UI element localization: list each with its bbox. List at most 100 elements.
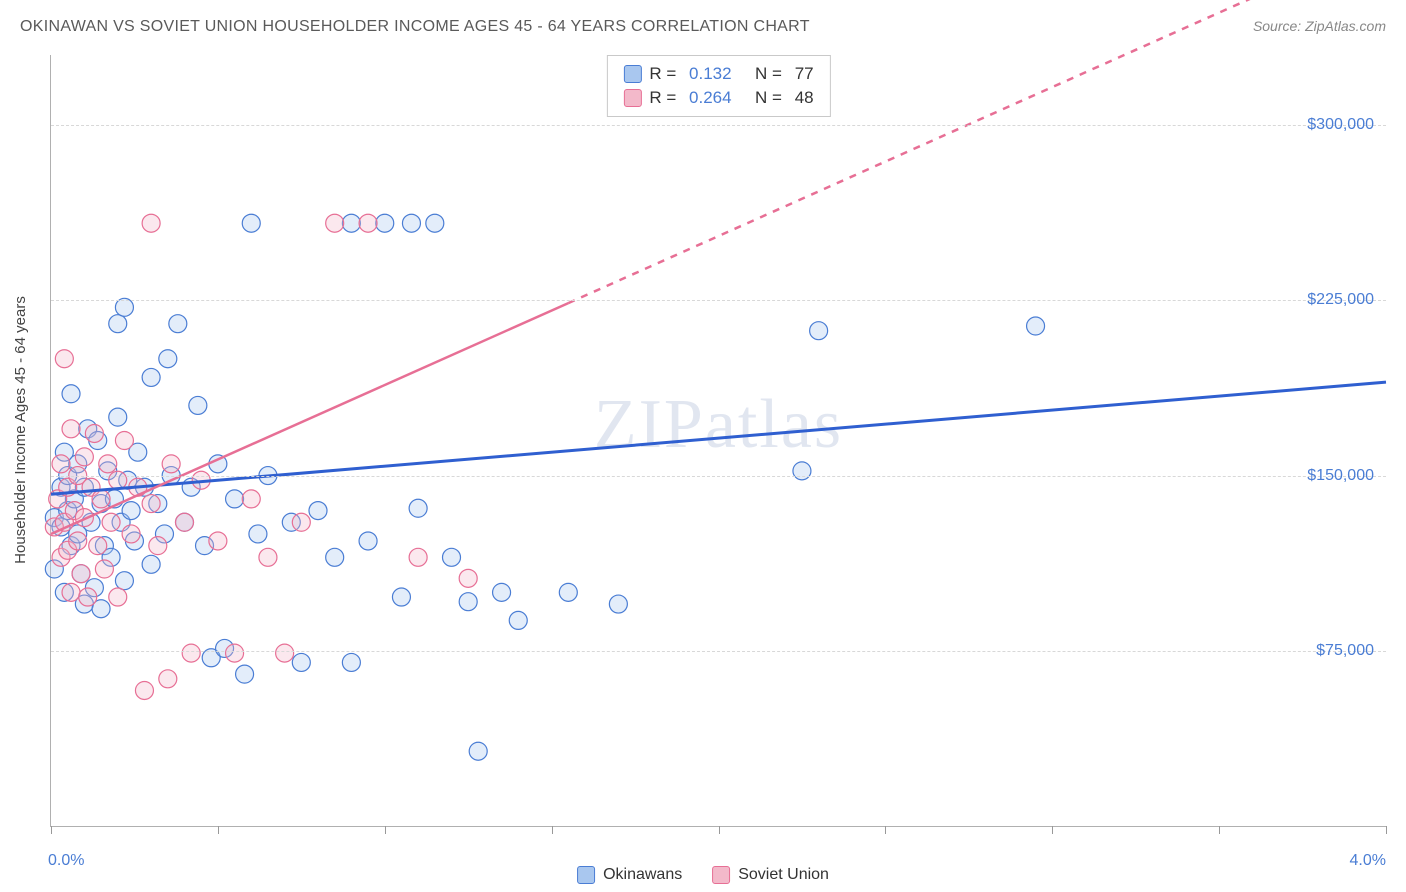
data-point — [209, 532, 227, 550]
data-point — [62, 583, 80, 601]
data-point — [122, 502, 140, 520]
chart-title: OKINAWAN VS SOVIET UNION HOUSEHOLDER INC… — [20, 18, 810, 36]
data-point — [426, 214, 444, 232]
data-point — [509, 611, 527, 629]
data-point — [326, 214, 344, 232]
y-tick-label: $300,000 — [1307, 116, 1374, 134]
gridline — [51, 300, 1386, 301]
y-tick-label: $225,000 — [1307, 291, 1374, 309]
legend-item: Okinawans — [577, 866, 682, 884]
data-point — [459, 569, 477, 587]
data-point — [142, 555, 160, 573]
data-point — [226, 644, 244, 662]
series-legend: Okinawans Soviet Union — [577, 866, 829, 884]
data-point — [142, 214, 160, 232]
x-tick — [1052, 826, 1053, 834]
data-point — [79, 588, 97, 606]
data-point — [469, 742, 487, 760]
data-point — [85, 424, 103, 442]
y-tick-label: $75,000 — [1316, 642, 1374, 660]
data-point — [359, 532, 377, 550]
legend-item: Soviet Union — [712, 866, 829, 884]
data-point — [409, 548, 427, 566]
data-point — [609, 595, 627, 613]
scatter-svg — [51, 55, 1386, 826]
stat-n-value: 48 — [795, 88, 814, 108]
legend-label: Soviet Union — [738, 866, 829, 884]
x-tick — [385, 826, 386, 834]
x-axis-min-label: 0.0% — [48, 852, 84, 870]
stat-n-value: 77 — [795, 64, 814, 84]
data-point — [55, 350, 73, 368]
gridline — [51, 651, 1386, 652]
data-point — [359, 214, 377, 232]
x-tick — [552, 826, 553, 834]
data-point — [242, 214, 260, 232]
data-point — [182, 644, 200, 662]
data-point — [292, 513, 310, 531]
data-point — [376, 214, 394, 232]
legend-swatch — [623, 65, 641, 83]
data-point — [142, 368, 160, 386]
data-point — [109, 408, 127, 426]
data-point — [92, 490, 110, 508]
stat-n-label: N = — [746, 64, 787, 84]
trend-line — [568, 0, 1386, 303]
chart-source: Source: ZipAtlas.com — [1253, 18, 1386, 34]
gridline — [51, 125, 1386, 126]
data-point — [242, 490, 260, 508]
stat-r-label: R = — [649, 88, 681, 108]
data-point — [309, 502, 327, 520]
legend-swatch — [623, 89, 641, 107]
data-point — [162, 455, 180, 473]
data-point — [62, 385, 80, 403]
data-point — [226, 490, 244, 508]
x-axis-max-label: 4.0% — [1350, 852, 1386, 870]
stat-r-value: 0.132 — [689, 64, 732, 84]
data-point — [459, 593, 477, 611]
data-point — [89, 537, 107, 555]
x-tick — [1386, 826, 1387, 834]
data-point — [176, 513, 194, 531]
trend-line — [51, 303, 568, 534]
data-point — [292, 653, 310, 671]
x-tick — [885, 826, 886, 834]
data-point — [342, 214, 360, 232]
data-point — [109, 588, 127, 606]
data-point — [109, 471, 127, 489]
stat-r-value: 0.264 — [689, 88, 732, 108]
data-point — [135, 681, 153, 699]
legend-label: Okinawans — [603, 866, 682, 884]
data-point — [342, 653, 360, 671]
data-point — [122, 525, 140, 543]
data-point — [149, 537, 167, 555]
stat-n-label: N = — [746, 88, 787, 108]
y-axis-title: Householder Income Ages 45 - 64 years — [12, 296, 29, 564]
x-tick — [218, 826, 219, 834]
data-point — [62, 420, 80, 438]
stats-legend: R = 0.132 N = 77R = 0.264 N = 48 — [606, 55, 830, 117]
data-point — [75, 448, 93, 466]
data-point — [72, 565, 90, 583]
trend-line — [51, 382, 1386, 494]
legend-swatch — [577, 866, 595, 884]
data-point — [169, 315, 187, 333]
data-point — [52, 455, 70, 473]
data-point — [443, 548, 461, 566]
data-point — [493, 583, 511, 601]
data-point — [392, 588, 410, 606]
data-point — [402, 214, 420, 232]
data-point — [102, 513, 120, 531]
data-point — [559, 583, 577, 601]
x-tick — [51, 826, 52, 834]
data-point — [409, 499, 427, 517]
data-point — [99, 455, 117, 473]
data-point — [249, 525, 267, 543]
data-point — [159, 350, 177, 368]
data-point — [115, 572, 133, 590]
x-tick — [719, 826, 720, 834]
data-point — [236, 665, 254, 683]
y-tick-label: $150,000 — [1307, 467, 1374, 485]
stats-row: R = 0.264 N = 48 — [623, 86, 813, 110]
data-point — [1027, 317, 1045, 335]
